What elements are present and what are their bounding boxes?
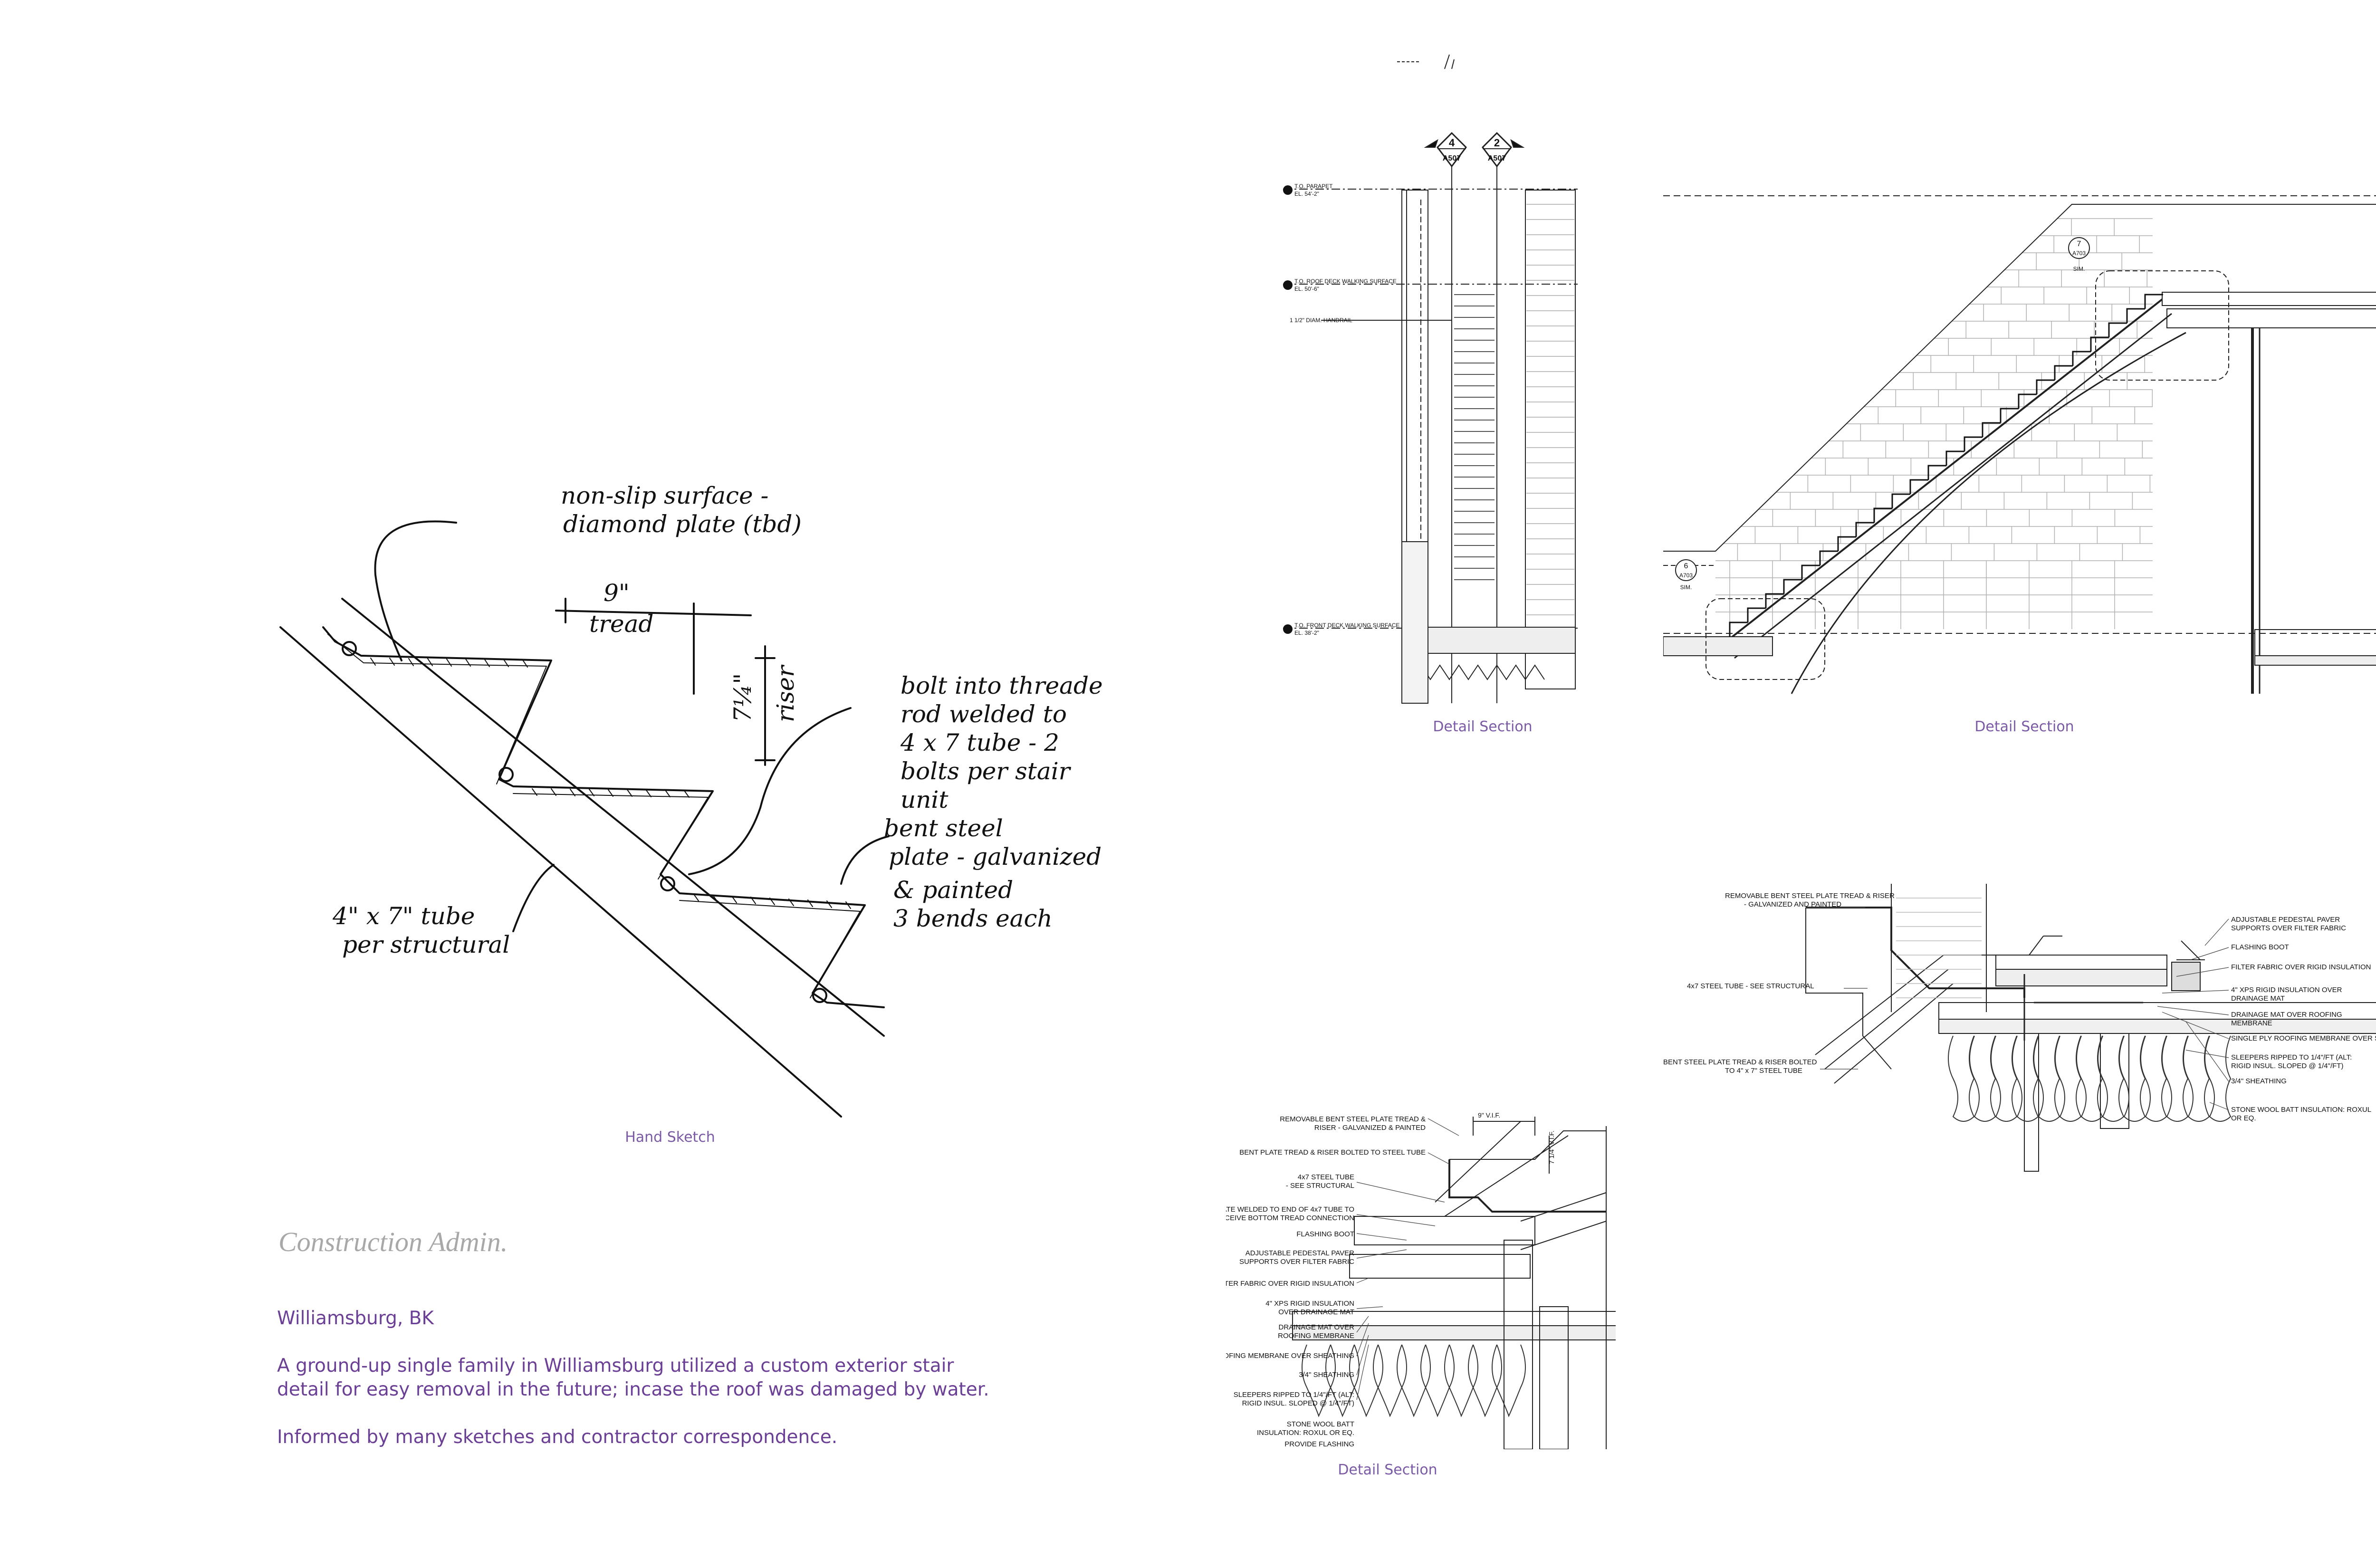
s4-right-note-5b: MEMBRANE: [2231, 1019, 2272, 1027]
detail-section-2-drawing: 7 A703 SIM. 6 A703 SIM.: [1663, 195, 2376, 694]
caption-detail-section-1: Detail Section: [1433, 718, 1533, 735]
sketch-tube: [279, 626, 842, 1118]
sketch-note-bolt-3: 4 x 7 tube - 2: [900, 729, 1059, 756]
s4-right-note-2: FLASHING BOOT: [2231, 943, 2289, 951]
s4-left-note-1a: REMOVABLE BENT STEEL PLATE TREAD & RISER: [1725, 892, 1895, 900]
s3-note-1a: REMOVABLE BENT STEEL PLATE TREAD &: [1280, 1115, 1426, 1123]
s3-note-6a: ADJUSTABLE PEDESTAL PAVER: [1245, 1249, 1354, 1257]
sketch-note-tread: tread: [589, 610, 653, 638]
s4-right-note-5a: DRAINAGE MAT OVER ROOFING: [2231, 1011, 2342, 1019]
s3-note-10: ROOFING MEMBRANE OVER SHEATHING: [1226, 1352, 1354, 1360]
s4-right-note-7b: RIGID INSUL. SLOPED @ 1/4"/FT): [2231, 1062, 2343, 1070]
sketch-note-tube-2: per structural: [342, 931, 510, 958]
callout-bottom-number: 6: [1684, 562, 1688, 570]
callout-top-sim: SIM.: [2073, 266, 2085, 272]
sketch-note-bent-3: & painted: [893, 876, 1013, 904]
sketch-note-bolt-1: bolt into threaded: [901, 672, 1102, 699]
caption-detail-section-2: Detail Section: [1974, 718, 2074, 735]
s3-note-8b: OVER DRAINAGE MAT: [1278, 1308, 1354, 1316]
project-note: Informed by many sketches and contractor…: [277, 1426, 838, 1448]
s3-note-6b: SUPPORTS OVER FILTER FABRIC: [1239, 1258, 1354, 1266]
sketch-dim-tread: 9": [604, 579, 630, 607]
s4-right-note-4b: DRAINAGE MAT: [2231, 994, 2285, 1003]
s4-right-note-7a: SLEEPERS RIPPED TO 1/4"/FT (ALT:: [2231, 1053, 2352, 1061]
s4-right-note-1a: ADJUSTABLE PEDESTAL PAVER: [2231, 916, 2340, 924]
project-description-line-1: A ground-up single family in Williamsbur…: [277, 1355, 954, 1377]
callout-bottom-sheet: A703: [1679, 572, 1693, 579]
handrail-label: 1 1/2" DIAM. HANDRAIL: [1290, 317, 1352, 324]
callout-top-sheet: A703: [2072, 250, 2086, 257]
s4-right-note-1b: SUPPORTS OVER FILTER FABRIC: [2231, 924, 2346, 932]
level-front-label: T.O. FRONT DECK WALKING SURFACE: [1294, 622, 1399, 629]
s3-note-4b: RECEIVE BOTTOM TREAD CONNECTION: [1226, 1214, 1354, 1222]
s3-note-12a: SLEEPERS RIPPED TO 1/4"/FT (ALT:: [1234, 1391, 1354, 1399]
sketch-note-surface-1: non-slip surface -: [561, 482, 768, 509]
s3-note-1b: RISER - GALVANIZED & PAINTED: [1314, 1124, 1426, 1132]
sketch-note-bolt-5: unit: [901, 786, 948, 813]
section-tag-left-num: 4: [1449, 137, 1455, 149]
sketch-note-tube-1: 4" x 7" tube: [332, 902, 475, 930]
s3-note-14a: PROVIDE FLASHING: [1284, 1440, 1354, 1448]
sketch-note-surface-2: diamond plate (tbd): [563, 510, 802, 538]
s3-note-9b: ROOFING MEMBRANE: [1278, 1332, 1354, 1340]
caption-detail-section-3: Detail Section: [1338, 1462, 1437, 1478]
s4-left-note-2: 4x7 STEEL TUBE - SEE STRUCTURAL: [1687, 982, 1814, 990]
s3-note-13a: STONE WOOL BATT: [1287, 1420, 1354, 1428]
s4-right-note-6: SINGLE PLY ROOFING MEMBRANE OVER SHEATHI…: [2231, 1034, 2376, 1042]
s4-right-note-9b: OR EQ.: [2231, 1114, 2256, 1122]
s3-note-3a: 4x7 STEEL TUBE: [1298, 1173, 1354, 1181]
s3-note-7: FILTER FABRIC OVER RIGID INSULATION: [1226, 1280, 1354, 1288]
s3-note-2: BENT PLATE TREAD & RISER BOLTED TO STEEL…: [1239, 1148, 1426, 1157]
sketch-dim-riser: 7¼": [729, 673, 757, 722]
project-location: Williamsburg, BK: [277, 1308, 434, 1329]
sketch-note-bent-2: plate - galvanized: [889, 843, 1102, 870]
sketch-note-bent-1: bent steel: [884, 814, 1003, 842]
s3-note-8a: 4" XPS RIGID INSULATION: [1265, 1300, 1354, 1308]
project-title: Construction Admin.: [278, 1226, 508, 1257]
s3-note-12b: RIGID INSUL. SLOPED @ 1/4"/FT): [1242, 1399, 1354, 1407]
section-tag-left-sheet: A507: [1443, 154, 1461, 163]
sketch-note-bent-4: 3 bends each: [893, 905, 1053, 932]
s4-right-note-3: FILTER FABRIC OVER RIGID INSULATION: [2231, 963, 2371, 971]
s3-dim-riser: 7 1/4" V.I.F.: [1548, 1130, 1555, 1164]
section-tag-right-num: 2: [1494, 137, 1500, 149]
level-roof-label: T.O. ROOF DECK WALKING SURFACE: [1294, 278, 1397, 285]
level-parapet-label: T.O. PARAPET: [1294, 183, 1333, 190]
s3-note-11: 3/4" SHEATHING: [1299, 1371, 1354, 1379]
project-description-line-2: detail for easy removal in the future; i…: [277, 1379, 989, 1400]
s3-dim-tread: 9" V.I.F.: [1478, 1111, 1500, 1119]
detail-section-4-drawing: REMOVABLE BENT STEEL PLATE TREAD & RISER…: [1663, 884, 2376, 1172]
s4-right-note-4a: 4" XPS RIGID INSULATION OVER: [2231, 986, 2342, 994]
section-tag-right-sheet: A507: [1488, 154, 1506, 163]
s4-left-note-3a: BENT STEEL PLATE TREAD & RISER BOLTED: [1663, 1058, 1817, 1066]
s3-note-13b: INSULATION: ROXUL OR EQ.: [1257, 1429, 1354, 1437]
detail-section-3-drawing: REMOVABLE BENT STEEL PLATE TREAD & RISER…: [1226, 1111, 1616, 1449]
s4-left-note-1b: - GALVANIZED AND PAINTED: [1744, 900, 1841, 908]
hand-sketch-drawing: non-slip surface - diamond plate (tbd) 9…: [279, 482, 1102, 1118]
detail-section-1-drawing: 4 A507 2 A507 T.O. PARAPET EL. 54'-2" T.…: [1283, 54, 1578, 704]
level-roof-elevation: EL. 50'-6": [1294, 286, 1319, 292]
s3-note-9a: DRAINAGE MAT OVER: [1279, 1323, 1355, 1331]
level-parapet-elevation: EL. 54'-2": [1294, 191, 1319, 197]
s4-right-note-9a: STONE WOOL BATT INSULATION: ROXUL: [2231, 1106, 2371, 1114]
s3-note-4a: 3/8" PLATE WELDED TO END OF 4x7 TUBE TO: [1226, 1205, 1354, 1214]
callout-top-number: 7: [2077, 240, 2081, 248]
s3-note-5: FLASHING BOOT: [1296, 1230, 1354, 1238]
callout-bottom-sim: SIM.: [1680, 584, 1692, 591]
sketch-note-bolt-4: bolts per stair: [901, 757, 1072, 785]
sketch-note-riser: riser: [772, 664, 799, 722]
s4-right-note-8: 3/4" SHEATHING: [2231, 1077, 2287, 1085]
level-front-elevation: EL. 38'-2": [1294, 630, 1319, 636]
sketch-note-bolt-2: rod welded to: [901, 700, 1067, 728]
s4-left-note-3b: TO 4" x 7" STEEL TUBE: [1725, 1067, 1802, 1075]
caption-hand-sketch: Hand Sketch: [625, 1129, 715, 1146]
s3-note-3b: - SEE STRUCTURAL: [1286, 1182, 1354, 1190]
